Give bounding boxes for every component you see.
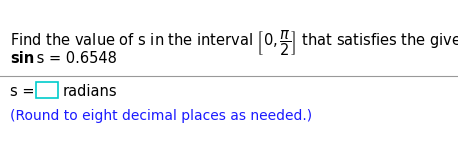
Text: s = 0.6548: s = 0.6548 — [32, 51, 117, 66]
Text: sin: sin — [10, 51, 34, 66]
Text: s =: s = — [10, 84, 39, 99]
Text: Find the value of s in the interval $\left[0,\dfrac{\pi}{2}\right]$ that satisfi: Find the value of s in the interval $\le… — [10, 28, 458, 58]
Text: (Round to eight decimal places as needed.): (Round to eight decimal places as needed… — [10, 109, 312, 123]
Text: radians: radians — [63, 84, 118, 99]
Bar — [36, 82, 58, 98]
